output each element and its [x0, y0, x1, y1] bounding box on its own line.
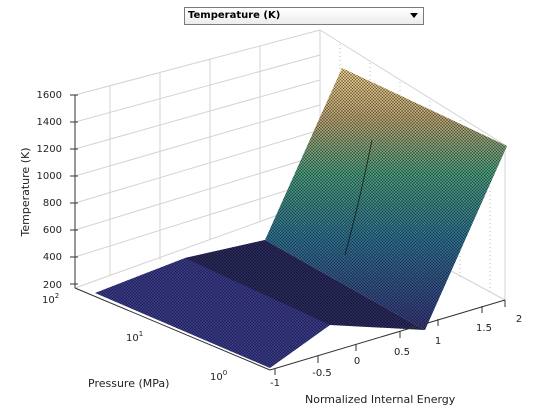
- axis-lines: [74, 95, 506, 371]
- y-axis-title: Pressure (MPa): [88, 377, 169, 390]
- surface-mesh: [95, 68, 507, 368]
- y-tick-label: 101: [126, 330, 143, 344]
- phase-boundary-line: [344, 139, 373, 256]
- x-tick-label: 2: [516, 314, 522, 325]
- x-tick-label: 0.5: [394, 347, 410, 358]
- variable-select[interactable]: Temperature (K): [184, 7, 424, 25]
- chevron-down-icon[interactable]: [410, 13, 418, 18]
- z-tick-label: 800: [43, 198, 62, 209]
- y-axis-line: [74, 287, 271, 371]
- x-tick-label: -0.5: [312, 368, 332, 379]
- x-tick-label: 1.5: [476, 323, 492, 334]
- z-tick-label: 1000: [37, 171, 62, 182]
- x-tick-labels: -1 -0.5 0 0.5 1 1.5 2: [270, 314, 522, 389]
- x-axis-title: Normalized Internal Energy: [305, 393, 456, 406]
- axis-ticks: [70, 94, 506, 375]
- x-tick-label: 1: [435, 336, 441, 347]
- z-axis-title: Temperature (K): [19, 148, 32, 238]
- z-tick-label: 1400: [37, 117, 62, 128]
- surface-mid-mesh: [185, 240, 425, 330]
- z-tick-label: 600: [43, 225, 62, 236]
- z-tick-labels: 1600 1400 1200 1000 800 600 400 200: [37, 90, 62, 291]
- y-tick-labels: 102 101 100: [42, 292, 227, 383]
- y-tick-label: 100: [210, 369, 227, 383]
- surface-ramp-mesh: [265, 68, 507, 330]
- x-tick-label: -1: [270, 378, 280, 389]
- z-tick-label: 200: [43, 280, 62, 291]
- x-tick-label: 0: [354, 356, 360, 367]
- z-tick-label: 1200: [37, 144, 62, 155]
- z-tick-label: 1600: [37, 90, 62, 101]
- y-tick-label: 102: [42, 292, 59, 306]
- variable-select-value: Temperature (K): [188, 10, 281, 21]
- z-tick-label: 400: [43, 252, 62, 263]
- x-axis-line: [269, 299, 506, 371]
